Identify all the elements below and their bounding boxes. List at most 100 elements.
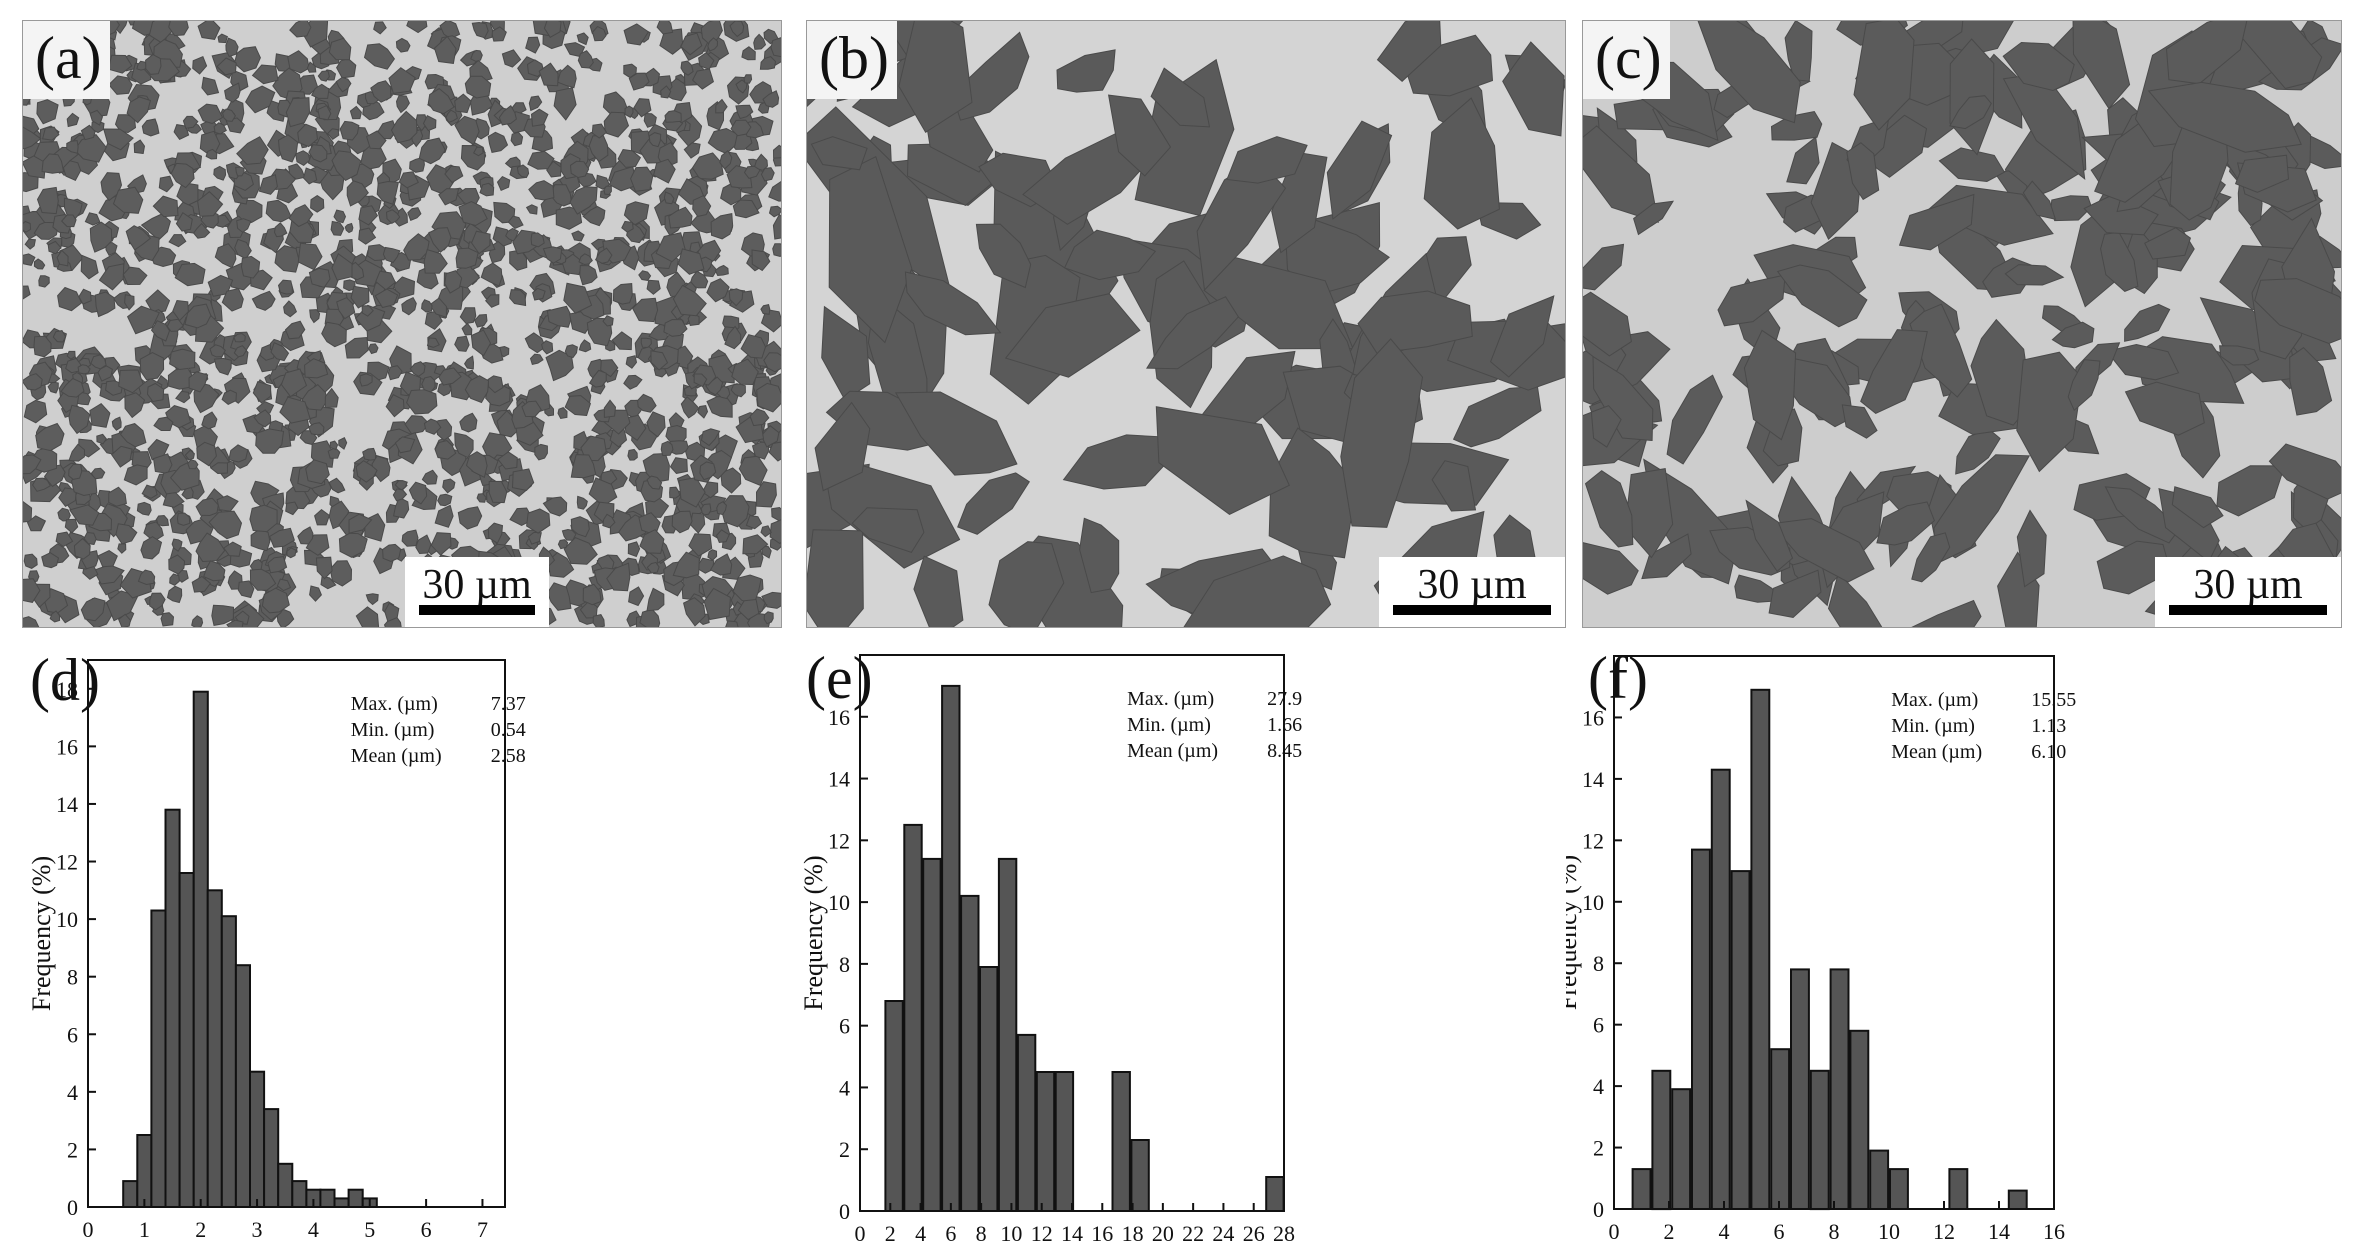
panel-label-c: (c) <box>1583 21 1670 99</box>
x-tick-label: 3 <box>252 1217 263 1242</box>
bar <box>1869 1149 1890 1211</box>
bar <box>1730 870 1751 1210</box>
y-tick-label: 16 <box>828 705 850 730</box>
particles-a <box>23 21 781 627</box>
bar <box>903 823 923 1212</box>
y-tick-label: 10 <box>1582 890 1604 915</box>
y-tick-label: 4 <box>1593 1074 1604 1099</box>
bar <box>884 1000 904 1212</box>
micrograph-c: (c) 30 µm <box>1582 20 2342 628</box>
x-tick-label: 28 <box>1273 1221 1295 1246</box>
bar <box>1651 1069 1672 1211</box>
histogram-d: 01234567024681012141618Particel size (µm… <box>0 640 780 1251</box>
chart-label-d: (d) <box>30 647 100 713</box>
y-tick-label: 8 <box>1593 951 1604 976</box>
x-tick-label: 1 <box>139 1217 150 1242</box>
stat-label: Min. (µm) <box>351 719 435 741</box>
scale-bar-a: 30 µm <box>405 557 549 627</box>
bar <box>333 1197 350 1209</box>
y-tick-label: 0 <box>1593 1197 1604 1222</box>
histogram-d-svg: 01234567024681012141618Particel size (µm… <box>27 659 526 1242</box>
bar <box>1750 688 1771 1211</box>
x-tick-label: 2 <box>1664 1219 1675 1244</box>
bar <box>1016 1033 1037 1212</box>
bar <box>1809 1069 1830 1211</box>
x-tick-label: 20 <box>1152 1221 1174 1246</box>
bar <box>1770 1048 1791 1211</box>
micrograph-a-texture <box>23 21 781 627</box>
bar <box>178 872 195 1208</box>
x-tick-label: 10 <box>1000 1221 1022 1246</box>
bar <box>960 894 980 1212</box>
x-tick-label: 5 <box>364 1217 375 1242</box>
y-tick-label: 0 <box>839 1199 850 1224</box>
bar <box>1631 1168 1652 1210</box>
y-tick-label: 10 <box>828 890 850 915</box>
x-tick-label: 4 <box>915 1221 926 1246</box>
scale-bar-line-c <box>2169 605 2327 615</box>
y-axis-label: Frequency (%) <box>1566 855 1582 1010</box>
bar <box>234 964 251 1209</box>
histogram-e: 02468101214161820222426280246810121416Pa… <box>784 640 1564 1251</box>
bar <box>277 1162 294 1208</box>
y-tick-label: 0 <box>67 1195 78 1220</box>
stat-label: Mean (µm) <box>351 745 442 767</box>
x-tick-label: 4 <box>1719 1219 1730 1244</box>
stat-label: Min. (µm) <box>1127 714 1211 736</box>
scale-bar-c: 30 µm <box>2155 557 2341 627</box>
scale-bar-line-a <box>419 605 535 615</box>
x-tick-label: 16 <box>2043 1219 2065 1244</box>
x-tick-label: 18 <box>1122 1221 1144 1246</box>
y-tick-label: 16 <box>56 734 78 759</box>
bar <box>1111 1071 1131 1212</box>
y-tick-label: 12 <box>1582 828 1604 853</box>
y-tick-label: 2 <box>67 1137 78 1162</box>
x-tick-label: 10 <box>1878 1219 1900 1244</box>
bar <box>997 857 1018 1212</box>
y-tick-label: 14 <box>828 767 850 792</box>
x-tick-label: 16 <box>1091 1221 1113 1246</box>
y-tick-label: 8 <box>839 952 850 977</box>
y-tick-label: 10 <box>56 907 78 932</box>
stat-value: 6.10 <box>2031 741 2066 763</box>
chart-label-f: (f) <box>1588 645 1648 711</box>
x-tick-label: 2 <box>885 1221 896 1246</box>
y-tick-label: 6 <box>839 1014 850 1039</box>
chart-label-e: (e) <box>806 645 873 711</box>
stat-value: 1.13 <box>2031 715 2066 737</box>
bar <box>1671 1088 1692 1211</box>
bar <box>347 1188 364 1209</box>
x-tick-label: 0 <box>83 1217 94 1242</box>
stat-label: Mean (µm) <box>1891 741 1982 763</box>
bar <box>1054 1071 1075 1212</box>
panel-label-b: (b) <box>807 21 897 99</box>
y-tick-label: 8 <box>67 965 78 990</box>
bar <box>122 1180 139 1208</box>
bar <box>263 1108 280 1209</box>
bar <box>1948 1168 1969 1210</box>
stat-value: 27.9 <box>1267 688 1302 710</box>
x-tick-label: 8 <box>1829 1219 1840 1244</box>
histogram-e-svg: 02468101214161820222426280246810121416Pa… <box>799 654 1302 1246</box>
bar <box>1691 848 1711 1210</box>
micrograph-b-texture <box>807 21 1565 627</box>
y-tick-label: 12 <box>56 850 78 875</box>
scale-bar-text-b: 30 µm <box>1417 562 1527 608</box>
y-tick-label: 14 <box>1582 767 1604 792</box>
bar <box>249 1070 266 1209</box>
x-tick-label: 0 <box>1609 1219 1620 1244</box>
stat-value: 8.45 <box>1267 740 1302 762</box>
y-tick-label: 18 <box>56 677 78 702</box>
bar <box>1849 1029 1870 1210</box>
x-tick-label: 7 <box>477 1217 488 1242</box>
bar <box>1035 1071 1056 1212</box>
y-tick-label: 16 <box>1582 705 1604 730</box>
histogram-f-svg: 02468101214160246810121416Particel size … <box>1566 655 2076 1244</box>
stat-value: 15.55 <box>2031 689 2076 711</box>
x-tick-label: 26 <box>1243 1221 1265 1246</box>
stat-label: Max. (µm) <box>351 693 438 715</box>
x-tick-label: 8 <box>976 1221 987 1246</box>
x-tick-label: 4 <box>308 1217 319 1242</box>
bar <box>941 684 961 1212</box>
bar <box>1710 768 1731 1210</box>
